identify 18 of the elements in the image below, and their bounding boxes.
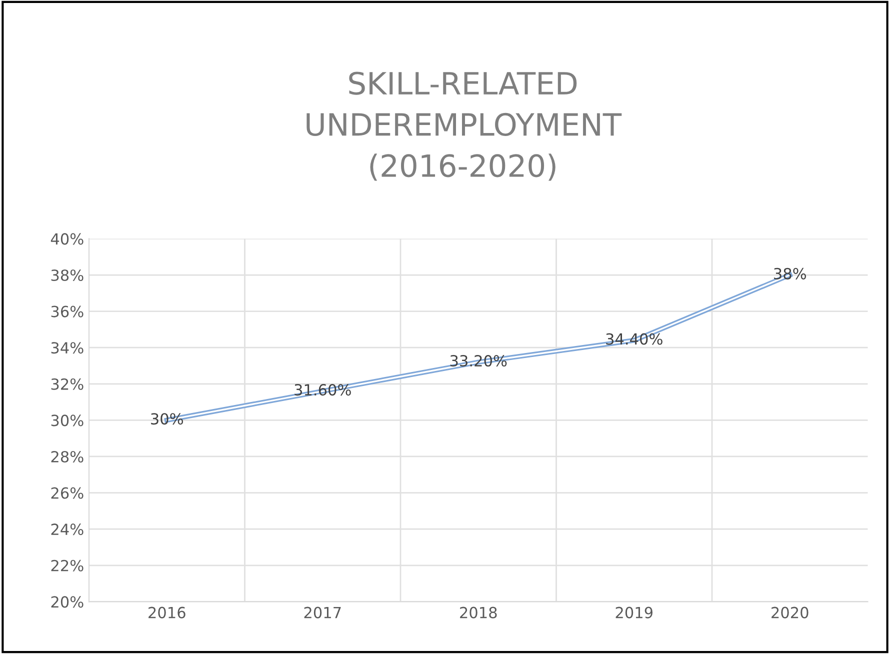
x-tick-label: 2018 <box>460 606 497 618</box>
x-tick-label: 2016 <box>148 606 186 618</box>
y-tick-label: 34% <box>51 342 84 354</box>
y-tick-label: 32% <box>51 378 84 390</box>
data-label: 38% <box>774 268 806 280</box>
y-tick-label: 22% <box>51 560 84 572</box>
chart-title: SKILL-RELATED UNDEREMPLOYMENT (2016-2020) <box>306 72 622 181</box>
y-tick-label: 36% <box>51 306 84 318</box>
y-tick-label: 26% <box>51 487 84 499</box>
x-tick-label: 2019 <box>616 606 652 618</box>
y-tick-label: 28% <box>51 450 84 463</box>
y-tick-label: 40% <box>50 233 84 245</box>
x-tick-label: 2017 <box>304 606 341 618</box>
x-tick-label: 2020 <box>772 606 808 618</box>
y-tick-label: 20% <box>51 596 84 608</box>
y-tick-label: 30% <box>51 414 84 426</box>
y-tick-label: 38% <box>51 269 84 282</box>
y-tick-label: 24% <box>51 524 84 536</box>
